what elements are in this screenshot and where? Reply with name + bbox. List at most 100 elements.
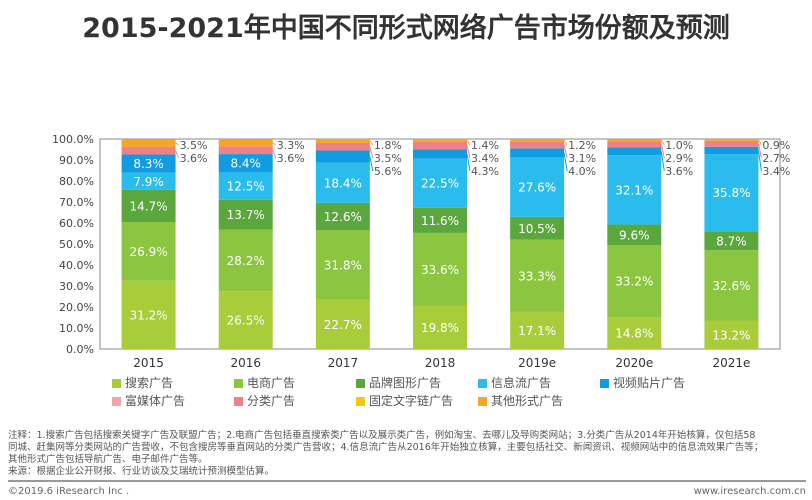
data-label: 2.7%	[762, 152, 790, 165]
copyright: ©2019.6 iResearch Inc .	[8, 486, 130, 497]
bar-segment	[315, 299, 370, 349]
bar-segment	[413, 158, 467, 208]
legend-label: 信息流广告	[491, 376, 552, 390]
bar-segment	[218, 146, 273, 155]
x-tick-label: 2020e	[615, 356, 653, 370]
legend-item: 视频贴片广告	[600, 376, 685, 390]
legend-item: 搜索广告	[112, 376, 173, 390]
label-leader	[369, 140, 374, 146]
data-label: 5.6%	[374, 165, 402, 178]
x-tick-label: 2019e	[518, 356, 556, 370]
label-leader	[175, 142, 179, 146]
bar-segment	[413, 232, 467, 306]
bar-segment	[704, 154, 759, 232]
y-tick-label: 50.0%	[59, 238, 94, 251]
chart-title: 2015-2021年中国不同形式网络广告市场份额及预测	[82, 13, 730, 44]
legend-swatch	[234, 397, 243, 406]
bar-segment	[607, 245, 662, 318]
bar-segment	[510, 216, 565, 240]
legend-label: 富媒体广告	[125, 394, 186, 408]
bar-segment	[121, 172, 176, 190]
data-label: 35.8%	[712, 186, 750, 200]
bar-segment	[704, 139, 759, 141]
data-label: 12.5%	[227, 180, 265, 194]
data-label: 11.6%	[421, 214, 459, 228]
legend-label: 搜索广告	[125, 376, 174, 390]
data-label: 28.2%	[227, 254, 265, 268]
stacked-bar-chart: 0.0% 10.0% 20.0% 30.0% 40.0% 50.0% 60.0% 70.0% 8…	[52, 133, 790, 370]
data-label: 1.2%	[568, 139, 596, 152]
legend-item: 富媒体广告	[112, 394, 185, 408]
data-label: 2.9%	[665, 152, 693, 165]
legend: 搜索广告 电商广告 品牌图形广告 信息流广告 视频贴片广告 富媒体广告 分类广告 固定文字链广…	[112, 376, 752, 412]
label-leader	[563, 144, 568, 159]
legend-swatch	[234, 379, 243, 388]
website-link[interactable]: www.iresearch.com.cn	[693, 486, 806, 497]
legend-swatch	[478, 397, 487, 406]
data-label: 33.3%	[518, 269, 556, 283]
note-line: 其他形式广告包括导航广告、电子邮件广告等。	[8, 454, 208, 465]
data-label: 8.3%	[133, 157, 164, 171]
y-tick-label: 20.0%	[59, 301, 94, 314]
legend-item: 电商广告	[234, 376, 295, 390]
notes: 注释：1.搜索广告包括搜索关键字广告及联盟广告；2.电商广告包括垂直搜索类广告以…	[8, 430, 806, 478]
data-label: 26.9%	[130, 245, 168, 259]
data-label: 8.4%	[230, 157, 261, 171]
data-label: 14.7%	[130, 199, 168, 213]
label-leader	[563, 152, 568, 172]
bar-segment	[607, 224, 662, 246]
bar-segment	[704, 146, 759, 155]
data-label: 14.8%	[615, 327, 653, 341]
label-leader	[757, 150, 762, 172]
data-label: 19.8%	[421, 321, 459, 335]
label-leader	[660, 151, 665, 172]
legend-swatch	[356, 379, 365, 388]
bar-segment	[510, 239, 565, 312]
data-label: 3.6%	[665, 165, 693, 178]
bar-segment	[413, 139, 467, 143]
footer: ©2019.6 iResearch Inc . www.iresearch.co…	[8, 485, 806, 498]
legend-item: 信息流广告	[478, 376, 551, 390]
data-label: 13.2%	[712, 328, 750, 342]
bar-segment	[315, 139, 370, 143]
bar-segment	[315, 162, 370, 203]
y-tick-label: 0.0%	[66, 343, 94, 356]
legend-item: 其他形式广告	[478, 394, 563, 408]
data-label: 9.6%	[619, 228, 650, 242]
x-tick-label: 2018	[425, 356, 456, 370]
data-label: 10.5%	[518, 222, 556, 236]
bar-segment	[704, 231, 759, 251]
data-label: 8.7%	[716, 234, 747, 248]
data-label: 1.0%	[665, 139, 693, 152]
bar-segment	[218, 199, 273, 230]
y-tick-label: 80.0%	[59, 175, 94, 188]
footer-area: 注释：1.搜索广告包括搜索关键字广告及联盟广告；2.电商广告包括垂直搜索类广告以…	[8, 430, 806, 498]
y-tick-label: 30.0%	[59, 280, 94, 293]
label-leader	[757, 139, 762, 146]
label-leader	[369, 146, 374, 159]
bar-segment	[413, 142, 467, 150]
data-label: 3.4%	[762, 165, 790, 178]
data-label: 31.8%	[324, 258, 362, 272]
data-label: 1.4%	[471, 139, 499, 152]
data-label: 33.6%	[421, 263, 459, 277]
y-tick-label: 70.0%	[59, 196, 94, 209]
legend-swatch	[356, 397, 365, 406]
x-tick-label: 2015	[133, 356, 164, 370]
label-leader	[369, 156, 374, 172]
bar-segment	[315, 142, 370, 151]
note-line: 同城、赶集网等分类网站的广告营收，不包含搜房等垂直网站的分类广告营收；4.信息流…	[8, 442, 764, 453]
bar-segment	[121, 139, 176, 147]
bar-segment	[607, 155, 662, 225]
x-tick-label: 2016	[230, 356, 261, 370]
data-label: 18.4%	[324, 176, 362, 190]
legend-label: 固定文字链广告	[369, 394, 454, 408]
bar-segment	[413, 207, 467, 233]
data-label: 3.3%	[277, 139, 305, 152]
bar-segment	[704, 320, 759, 349]
data-label: 13.7%	[227, 208, 265, 222]
data-label: 33.2%	[615, 275, 653, 289]
data-label: 12.6%	[324, 210, 362, 224]
data-label: 32.6%	[712, 279, 750, 293]
legend-label: 电商广告	[247, 376, 296, 390]
